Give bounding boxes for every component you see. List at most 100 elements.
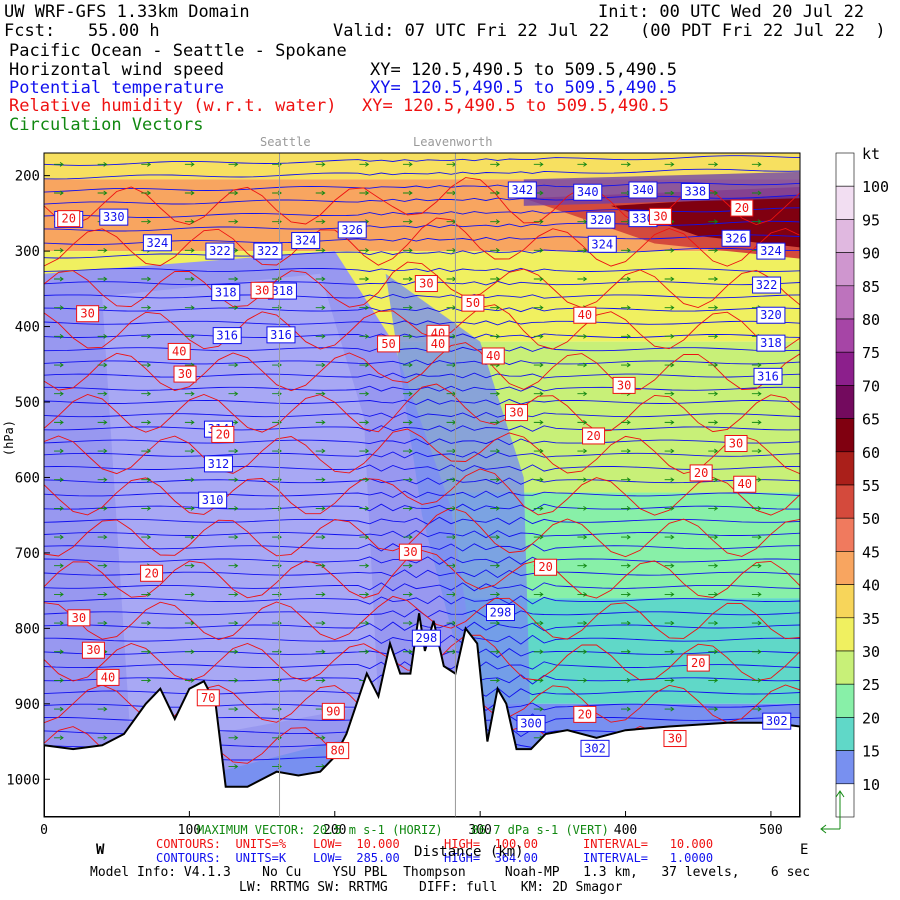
circulation-vector	[751, 678, 762, 683]
rh-label: 40	[172, 344, 186, 358]
circulation-vector	[228, 305, 239, 311]
theta-contour	[44, 333, 800, 339]
circulation-vector	[664, 419, 675, 425]
circulation-vector	[577, 448, 588, 454]
circulation-vector	[533, 448, 544, 454]
forecast-hour: 55.00 h	[88, 21, 160, 41]
circulation-vector	[54, 276, 64, 282]
circulation-vector	[490, 448, 501, 454]
circulation-vector	[708, 649, 719, 655]
circulation-vector	[621, 333, 631, 339]
theta-label: 340	[632, 183, 654, 197]
circulation-vector	[751, 649, 762, 655]
circulation-vector	[751, 534, 762, 540]
circulation-vector	[184, 305, 195, 311]
circulation-vector	[708, 161, 719, 167]
rh-label: 30	[668, 732, 682, 746]
rh-label-box	[648, 207, 672, 225]
circulation-vector	[533, 534, 544, 540]
circulation-vector	[184, 620, 195, 626]
colorbar-label: 95	[862, 211, 880, 229]
circulation-vector	[97, 592, 108, 597]
theta-contour	[44, 307, 800, 313]
circulation-vector	[54, 190, 64, 196]
theta-label: 330	[632, 212, 654, 226]
circulation-vector	[708, 305, 719, 311]
circulation-vector	[751, 391, 762, 397]
west-label: W	[96, 842, 105, 858]
rh-contour	[44, 428, 800, 475]
rh-label-box	[663, 730, 687, 748]
rh-label: 20	[694, 466, 708, 480]
circulation-vector	[577, 649, 588, 655]
circulation-vector	[228, 706, 239, 712]
circulation-vector	[54, 247, 64, 253]
circulation-vector	[359, 333, 370, 339]
circulation-vector	[141, 219, 152, 225]
rh-label-box	[326, 742, 350, 760]
y-tick-label: 700	[15, 546, 40, 562]
circulation-vector	[54, 706, 64, 712]
rh-label: 30	[255, 283, 269, 297]
circulation-vector	[54, 448, 64, 454]
theta-label: 326	[725, 231, 747, 245]
circulation-vector	[228, 161, 239, 167]
circulation-vector	[97, 305, 108, 311]
circulation-vector	[664, 247, 675, 253]
theta-label-box	[580, 739, 610, 757]
max-vector-info: MAXIMUM VECTOR: 20.5 m s-1 (HORIZ) 86.7 …	[197, 823, 609, 837]
theta-label-box	[198, 491, 228, 509]
circulation-vector	[97, 419, 108, 425]
circulation-vector	[315, 247, 326, 253]
circulation-vector	[228, 477, 239, 483]
theta-label-box	[587, 235, 617, 253]
circulation-vector	[315, 592, 326, 597]
circulation-vector	[708, 563, 719, 569]
circulation-vector	[664, 706, 675, 712]
circulation-vector	[228, 563, 239, 569]
circulation-vector	[359, 247, 370, 253]
rh-label-box	[196, 689, 220, 707]
wind-band	[102, 273, 379, 750]
circulation-vector	[141, 391, 152, 397]
colorbar-swatch	[835, 617, 855, 652]
rh-label-box	[96, 668, 120, 686]
circulation-vector	[577, 678, 588, 683]
rh-label-box	[81, 641, 105, 659]
y-axis-label: (hPa)	[2, 420, 16, 457]
colorbar-label: 100	[862, 178, 889, 196]
circulation-vector	[97, 362, 108, 368]
circulation-vector	[402, 592, 413, 597]
colorbar-label: 35	[862, 610, 880, 628]
circulation-vector	[315, 620, 326, 626]
colorbar-swatch	[835, 484, 855, 519]
theta-contour	[44, 582, 800, 592]
rh-label-box	[724, 435, 748, 452]
rh-label: 30	[72, 611, 86, 625]
circulation-vector	[621, 563, 631, 569]
rh-label: 30	[86, 643, 100, 657]
terrain-profile	[44, 613, 800, 817]
circulation-vector	[359, 506, 370, 511]
theta-label: 322	[209, 244, 231, 258]
circulation-vector	[141, 190, 152, 196]
circulation-vector	[490, 247, 501, 253]
physics-info: LW: RRTMG SW: RRTMG DIFF: full KM: 2D Sm…	[239, 880, 623, 895]
circulation-vector	[315, 333, 326, 339]
colorbar-swatch	[835, 185, 855, 220]
circulation-vector	[97, 534, 108, 540]
circulation-vector	[708, 448, 719, 454]
theta-label: 318	[760, 336, 782, 350]
circulation-vector	[664, 161, 675, 167]
circulation-vector	[315, 735, 326, 741]
colorbar-label: 70	[862, 377, 880, 395]
circulation-vector	[402, 534, 413, 540]
theta-label-box	[99, 208, 129, 226]
circulation-vector	[97, 706, 108, 712]
circulation-vector	[621, 620, 631, 626]
circulation-vector	[184, 247, 195, 253]
circulation-vector	[533, 247, 544, 253]
circulation-vector	[184, 448, 195, 454]
circulation-vector	[577, 161, 588, 167]
rh-label-box	[321, 702, 345, 720]
